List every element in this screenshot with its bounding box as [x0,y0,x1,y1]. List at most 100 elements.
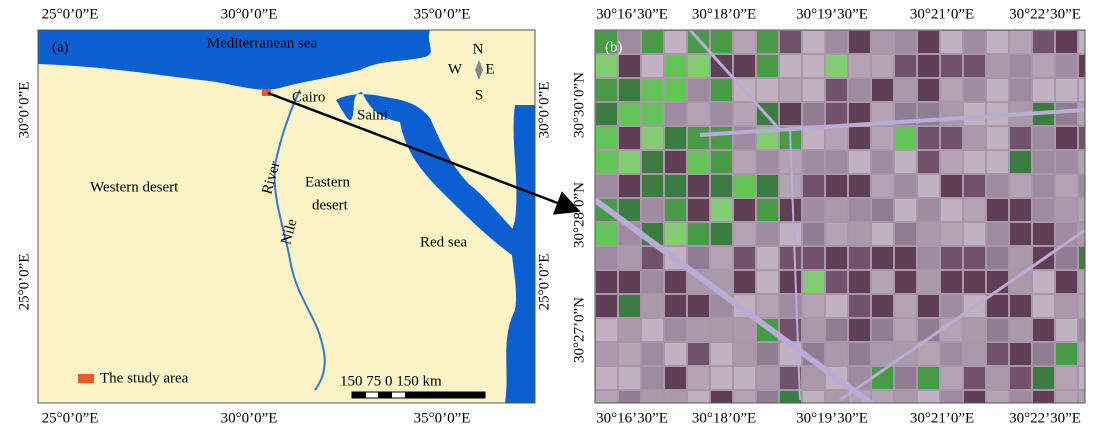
field [1010,55,1031,77]
field [849,295,870,317]
field [826,199,847,221]
egypt-map: (a) Mediterranean sea Cairo Saini Wester… [38,30,535,403]
field [918,271,939,293]
field [872,391,893,413]
field [688,223,709,245]
field [688,295,709,317]
field [619,175,640,197]
field [1056,127,1077,149]
tick-label: 30°19’30”E [796,410,868,426]
field [987,319,1008,341]
field [1033,343,1054,365]
field [1033,199,1054,221]
field [941,55,962,77]
field [688,319,709,341]
field [964,199,985,221]
field [596,175,617,197]
tick-label: 30°27’0”N [571,297,587,363]
field [757,247,778,269]
field [780,103,801,125]
field [872,55,893,77]
field [941,103,962,125]
field [1079,127,1096,149]
field [780,79,801,101]
field [619,55,640,77]
field [1010,343,1031,365]
field [987,127,1008,149]
field [665,367,686,389]
panel-label: (a) [52,39,69,55]
field [665,151,686,173]
field [1010,223,1031,245]
field [642,127,663,149]
field [642,31,663,53]
field [964,127,985,149]
field [803,151,824,173]
field [1033,295,1054,317]
field [757,151,778,173]
field [711,151,732,173]
field [987,247,1008,269]
scale-bar [352,392,485,398]
field [918,151,939,173]
figure: (a) Mediterranean sea Cairo Saini Wester… [0,0,1096,429]
field [596,295,617,317]
field [964,271,985,293]
field [872,295,893,317]
field [619,127,640,149]
field [734,175,755,197]
field [780,31,801,53]
field [964,55,985,77]
field [1079,247,1096,269]
field [1079,319,1096,341]
field [803,55,824,77]
field [849,103,870,125]
field [1079,391,1096,413]
field [1010,319,1031,341]
field [780,199,801,221]
field [1033,31,1054,53]
field [849,31,870,53]
field [1056,199,1077,221]
field [987,175,1008,197]
field [895,127,916,149]
field [872,151,893,173]
field [734,271,755,293]
compass-label: N [473,41,484,57]
field [619,343,640,365]
field [619,79,640,101]
field [872,127,893,149]
field [849,175,870,197]
field [895,271,916,293]
field [757,367,778,389]
field [1033,271,1054,293]
field [688,367,709,389]
field [665,223,686,245]
field [964,175,985,197]
field [1056,31,1077,53]
field [803,127,824,149]
field [1056,295,1077,317]
field [596,343,617,365]
field [941,175,962,197]
field [642,343,663,365]
field [895,55,916,77]
field [987,79,1008,101]
panel-label: (b) [605,39,623,55]
legend-label: The study area [100,370,189,386]
field [1033,319,1054,341]
field [711,175,732,197]
field [642,319,663,341]
field [734,367,755,389]
field [688,247,709,269]
field [734,343,755,365]
field [941,79,962,101]
tick-label: 25°0’0”E [42,6,99,22]
field [780,367,801,389]
field [826,247,847,269]
field [918,367,939,389]
field [826,223,847,245]
field [757,55,778,77]
field [941,343,962,365]
tick-label: 30°21’0”E [910,6,974,22]
